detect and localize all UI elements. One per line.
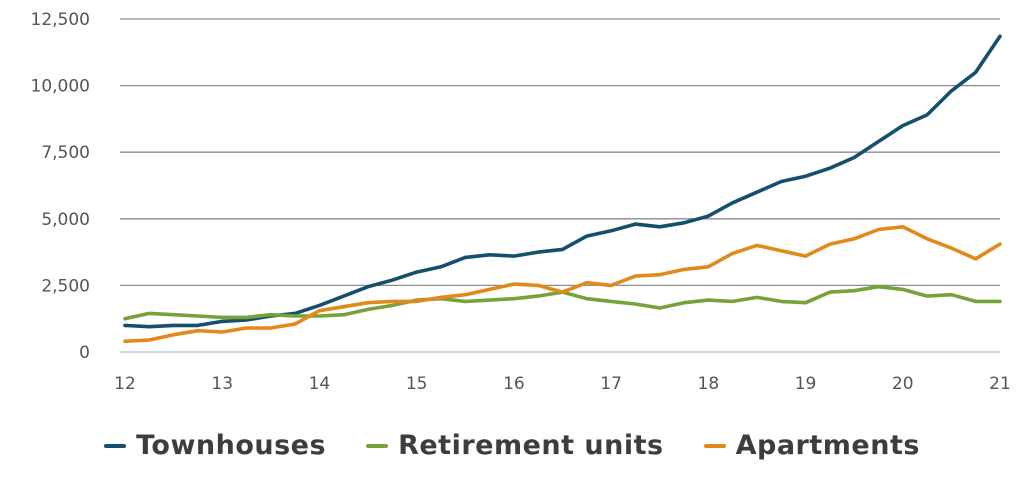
legend-item-retirement-units: Retirement units [366,430,664,461]
x-tick-label: 21 [989,374,1011,394]
y-tick-label: 7,500 [41,143,90,163]
y-tick-label: 10,000 [31,77,90,97]
y-tick-label: 2,500 [41,276,90,296]
y-tick-label: 5,000 [41,210,90,230]
x-tick-label: 15 [406,374,428,394]
x-tick-label: 20 [892,374,914,394]
legend-label: Retirement units [398,430,664,461]
legend-item-apartments: Apartments [703,430,920,461]
y-tick-label: 12,500 [31,10,90,30]
legend-swatch [104,443,127,448]
legend-label: Apartments [735,430,920,461]
x-tick-label: 13 [211,374,233,394]
y-axis-ticks: 0 2,500 5,000 7,500 10,000 12,500 [31,10,90,363]
legend: Townhouses Retirement units Apartments [0,430,1024,461]
x-tick-label: 18 [698,374,720,394]
y-tick-label: 0 [79,343,90,363]
x-tick-label: 14 [309,374,331,394]
x-tick-label: 16 [503,374,525,394]
series-line-apartments [123,225,1002,344]
x-tick-label: 12 [114,374,136,394]
legend-swatch [366,443,389,448]
legend-swatch [703,443,726,448]
x-axis-ticks: 12 13 14 15 16 17 18 19 20 21 [114,374,1011,394]
legend-item-townhouses: Townhouses [104,430,326,461]
series-line-townhouses [123,34,1002,329]
grid-lines [120,18,1000,353]
legend-label: Townhouses [136,430,327,461]
series-lines [123,34,1002,344]
x-tick-label: 17 [600,374,622,394]
x-tick-label: 19 [795,374,817,394]
